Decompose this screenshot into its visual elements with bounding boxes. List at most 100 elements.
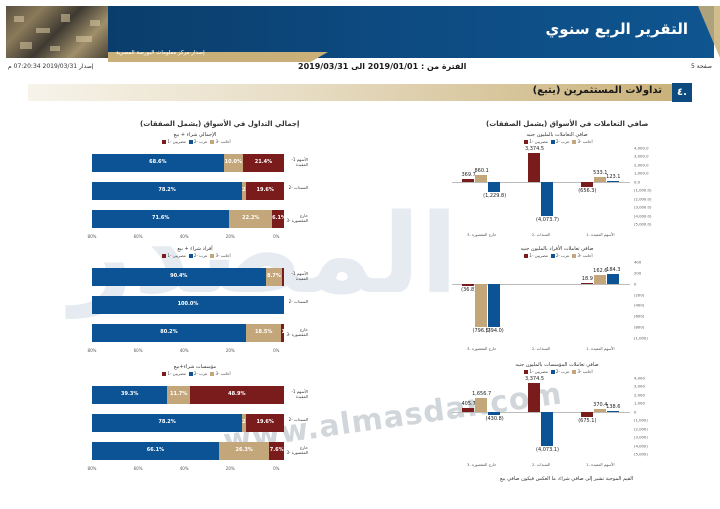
y-tick-label: (800) (634, 324, 645, 330)
y-tick-label: 2,000.0 (634, 162, 649, 168)
x-tick-label: 20% (225, 466, 235, 471)
legend-label-egyptians: مصريين -1 (529, 369, 548, 374)
bar-segment-arabs: 22.2% (229, 210, 273, 228)
y-tick-label: 200 (634, 270, 642, 276)
y-axis: 4,000.0 3,000.0 2,000.0 1,000.0 0.0 (1,000.0)… (634, 130, 664, 240)
bar-value-label: 11.7% (170, 391, 188, 397)
chart-legend: أجانب -3 عرب -2 مصريين -1 (448, 369, 666, 374)
report-title: التقرير الربع سنوي (545, 20, 688, 38)
chart-legend: أجانب -3 عرب -2 مصريين -1 (448, 139, 666, 144)
bar-value-label: 405.7 (461, 401, 476, 408)
legend-swatch-egyptians (550, 140, 555, 144)
bar-value-label: 19.6% (256, 419, 274, 425)
report-period: الفترة من : 2019/01/01 الى 2019/03/31 (298, 62, 467, 71)
legend-label-arabs: عرب -2 (193, 139, 208, 144)
category-label: خارج المقصورة -3 (466, 346, 497, 351)
footer-note: القيم الموجبة تشير إلى صافي شراء، ما الع… (500, 476, 634, 482)
page-number: صفحة 5 (691, 63, 712, 70)
y-tick-label: (600) (634, 313, 645, 319)
x-tick-label: 0% (273, 234, 280, 239)
stacked-bar-row: 80.2% 18.5% 1. (92, 324, 284, 342)
bar-foreigners (580, 282, 593, 284)
category-label: الأسهم 1- المقيدة (291, 389, 308, 399)
bar-foreigners (462, 283, 475, 286)
x-tick-label: 0% (273, 348, 280, 353)
bar-egyptians (541, 181, 553, 217)
legend-label-arabs: عرب -2 (193, 253, 208, 258)
bar-value-label: (430.8) (485, 416, 504, 423)
x-tick-label: 40% (179, 348, 189, 353)
y-axis: 400 200 0 (200) (400) (600) (800) (1,000) (634, 244, 664, 356)
y-tick-label: (2,000) (634, 426, 648, 432)
y-tick-label: (5,000) (634, 451, 648, 457)
legend-swatch-foreigners (524, 254, 529, 258)
bar-segment-arabs: 2.2% (242, 414, 247, 432)
category-label: خارج المقصورة -3 (286, 213, 309, 223)
bar-segment-egyptians: 78.2% (92, 414, 243, 432)
legend-label-egyptians: مصريين -1 (529, 139, 548, 144)
x-axis: 80% 60% 40% 20% 0% (88, 234, 284, 240)
y-tick-label: (4,000) (634, 443, 648, 449)
bar-value-label: 123.1 (606, 173, 621, 180)
legend-label-foreigners: أجانب -3 (215, 139, 231, 144)
x-tick-label: 40% (179, 466, 189, 471)
legend-label-foreigners: أجانب -3 (215, 253, 231, 258)
legend-swatch-foreigners (162, 140, 167, 144)
left-column-title: إجمالي التداول في الأسواق (يشمل الصفقات) (140, 120, 300, 128)
bar-arabs (593, 274, 606, 284)
bar-segment-foreigners: 21.4% (242, 154, 284, 172)
bar-foreigners (528, 153, 540, 182)
chart-title: صافي التعاملات بالمليون جنيه (526, 132, 588, 138)
legend-label-arabs: عرب -2 (193, 371, 208, 376)
x-axis: 80% 60% 40% 20% 0% (88, 466, 284, 472)
bar-foreigners (580, 181, 593, 188)
bar-segment-foreigners: 19.6% (246, 414, 284, 432)
y-tick-label: 0 (634, 409, 637, 415)
category-label: السندات -2 (531, 462, 551, 467)
net-institutions-waterfall-chart: صافي تعاملات المؤسسات بالمليون جنيه أجانب… (448, 360, 666, 472)
x-tick-label: 40% (179, 234, 189, 239)
bar-value-label: 68.6% (149, 159, 167, 165)
chart-legend: أجانب -3 عرب -2 مصريين -1 (80, 371, 310, 376)
bar-segment-arabs: 11.7% (167, 386, 190, 404)
bar-segment-arabs: 18.5% (245, 324, 282, 342)
bar-segment-arabs: 8.7% (265, 268, 283, 286)
bar-value-label: 21.4% (254, 159, 273, 165)
legend-swatch-arabs (572, 140, 577, 144)
bar-arabs (475, 174, 488, 182)
section-number: ٤. (672, 83, 692, 102)
bar-egyptians (541, 411, 553, 447)
bar-value-label: 90.4% (170, 273, 188, 279)
chart-title: مؤسسات شراء+بيع (173, 364, 217, 370)
y-tick-label: 3,000 (634, 383, 645, 389)
legend-swatch-arabs (210, 254, 215, 258)
bar-value-label: 78.2% (158, 419, 176, 425)
chart-legend: أجانب -3 عرب -2 مصريين -1 (80, 253, 310, 258)
bar-value-label: 860.1 (474, 167, 489, 174)
stacked-bar-row: 90.4% 8.7% (92, 268, 284, 286)
info-row: إصدار 2019/03/31 07:20:34 م الفترة من : … (8, 62, 712, 74)
bar-value-label: 3,374.5 (524, 146, 545, 153)
legend-swatch-egyptians (188, 254, 193, 258)
bar-segment-egyptians: 78.2% (92, 182, 243, 200)
banner-background (108, 6, 714, 58)
category-label: خارج المقصورة -3 (466, 232, 497, 237)
bar-value-label: (4,073.7) (536, 217, 559, 224)
y-tick-label: (200) (634, 292, 645, 298)
stacked-bar-row: 71.6% 22.2% 6.1% (92, 210, 284, 228)
section-title: تداولات المستثمرين (يتبع) (532, 85, 662, 96)
x-tick-label: 60% (133, 466, 143, 471)
category-label: الأسهم المقيدة -1 (586, 232, 615, 237)
bar-segment-arabs: 26.3% (218, 442, 270, 460)
x-tick-label: 60% (133, 234, 143, 239)
category-label: السندات -2 (531, 232, 551, 237)
category-label: الأسهم 1- المقيدة (291, 271, 308, 281)
bar-arabs (475, 283, 488, 327)
bar-value-label: 78.2% (158, 187, 176, 193)
y-tick-label: 400 (634, 259, 642, 265)
bar-value-label: 39.3% (121, 391, 139, 397)
bar-value-label: (675.1) (578, 418, 597, 425)
bar-segment-foreigners: 6.1% (272, 210, 284, 228)
bar-value-label: 2.2% (242, 187, 246, 193)
bar-egyptians (488, 283, 501, 327)
